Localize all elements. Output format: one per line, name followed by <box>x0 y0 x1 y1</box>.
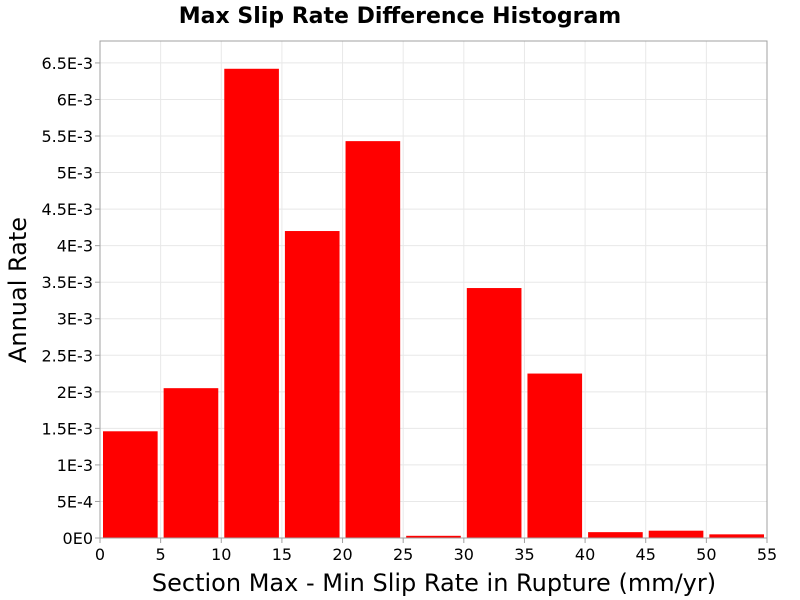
y-tick-label: 5E-3 <box>57 164 93 183</box>
histogram-bar-5 <box>406 535 461 538</box>
y-axis-label: Annual Rate <box>4 217 32 363</box>
histogram-bar-6 <box>466 288 522 538</box>
y-tick-label: 1.5E-3 <box>41 419 93 438</box>
x-tick-label: 5 <box>156 545 166 564</box>
x-axis-ticks: 0 5 10 15 20 25 30 35 40 45 50 55 <box>95 538 777 564</box>
x-tick-label: 30 <box>454 545 474 564</box>
histogram-bar-0 <box>103 431 158 538</box>
histogram-bar-1 <box>163 388 219 538</box>
y-tick-label: 1E-3 <box>57 456 93 475</box>
y-tick-label: 4.5E-3 <box>41 200 93 219</box>
histogram-bar-2 <box>224 68 279 538</box>
x-tick-label: 50 <box>696 545 716 564</box>
histogram-bar-10 <box>709 534 764 538</box>
y-tick-label: 3.5E-3 <box>41 273 93 292</box>
y-tick-label: 5.5E-3 <box>41 127 93 146</box>
x-tick-label: 15 <box>272 545 292 564</box>
x-tick-label: 0 <box>95 545 105 564</box>
histogram-bar-8 <box>588 532 643 538</box>
x-tick-label: 55 <box>757 545 777 564</box>
x-tick-label: 35 <box>514 545 534 564</box>
histogram-bar-3 <box>284 231 340 538</box>
y-tick-label: 2E-3 <box>57 383 93 402</box>
y-tick-label: 2.5E-3 <box>41 346 93 365</box>
x-tick-label: 45 <box>636 545 656 564</box>
plot-frame <box>99 40 768 539</box>
histogram-bar-4 <box>345 141 401 538</box>
y-tick-label: 3E-3 <box>57 310 93 329</box>
x-tick-label: 25 <box>393 545 413 564</box>
y-tick-label: 6.5E-3 <box>41 54 93 73</box>
x-tick-label: 10 <box>211 545 231 564</box>
y-tick-label: 4E-3 <box>57 237 93 256</box>
bars <box>103 68 764 538</box>
histogram-bar-9 <box>648 530 704 538</box>
y-axis-ticks: 0E0 5E-4 1E-3 1.5E-3 2E-3 2.5E-3 3E-3 3.5E-3 4E-… <box>41 54 100 548</box>
y-tick-label: 5E-4 <box>57 492 93 511</box>
y-tick-label: 0E0 <box>63 529 93 548</box>
x-axis-label: Section Max - Min Slip Rate in Rupture (… <box>152 569 716 597</box>
x-tick-label: 40 <box>575 545 595 564</box>
histogram-bar-7 <box>527 373 583 538</box>
y-tick-label: 6E-3 <box>57 90 93 109</box>
chart-title: Max Slip Rate Difference Histogram <box>179 4 621 29</box>
x-tick-label: 20 <box>332 545 352 564</box>
